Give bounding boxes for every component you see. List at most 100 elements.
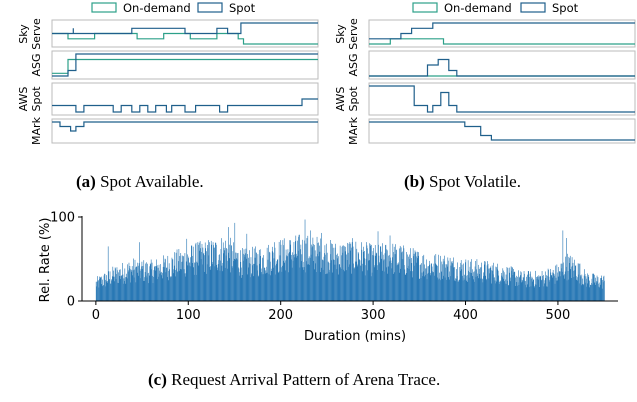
rate-bar	[360, 265, 361, 301]
rate-bar	[322, 269, 324, 301]
rate-bar	[434, 275, 436, 301]
rate-bar	[376, 252, 377, 301]
rate-bar	[188, 258, 189, 301]
rate-bar	[554, 283, 556, 301]
rate-bar	[223, 253, 224, 301]
rate-bar	[187, 254, 188, 301]
rate-bar	[451, 261, 452, 301]
rate-bar	[459, 279, 460, 301]
rate-bar	[241, 277, 243, 301]
rate-bar	[444, 255, 445, 301]
rate-bar	[96, 281, 98, 301]
rate-bar	[519, 277, 520, 301]
rate-bar	[410, 271, 412, 301]
rate-bar	[454, 278, 456, 301]
rate-bar	[409, 254, 410, 301]
rate-bar	[187, 256, 189, 301]
rate-bar	[399, 272, 401, 301]
rate-bar	[536, 278, 538, 301]
rate-bar	[281, 267, 282, 301]
rate-bar	[117, 270, 118, 301]
rate-bar	[331, 243, 332, 301]
rate-bar	[551, 277, 553, 301]
y-axis-label: Rel. Rate (%)	[38, 218, 53, 303]
rate-bar	[469, 272, 470, 301]
rate-bar	[533, 279, 535, 301]
rate-bar	[421, 263, 422, 301]
rate-bar	[232, 267, 233, 301]
rate-bar	[489, 268, 490, 301]
rate-bar	[194, 262, 196, 301]
rate-bar	[576, 279, 578, 301]
panel-b-legend: On-demand Spot	[412, 1, 579, 15]
rate-bar	[231, 266, 233, 301]
rate-bar	[362, 251, 364, 301]
rate-bar	[204, 242, 206, 301]
rate-bar	[228, 227, 229, 301]
rate-bar	[215, 242, 217, 301]
rate-bar	[173, 269, 174, 301]
rate-bar	[560, 263, 562, 301]
rate-bar	[232, 251, 234, 301]
rate-bar	[390, 257, 391, 301]
rate-bar	[373, 255, 375, 301]
rate-bar	[485, 275, 486, 301]
rate-bar	[371, 244, 372, 301]
rate-bar	[298, 236, 299, 301]
rate-bar	[319, 245, 320, 301]
rate-bar	[570, 269, 572, 301]
rate-bar	[190, 266, 192, 301]
panel-a-row-label-asg: ASG	[30, 53, 43, 76]
rate-bar	[494, 280, 496, 301]
rate-bar	[354, 267, 356, 301]
rate-bar	[392, 257, 393, 301]
rate-bar	[290, 259, 292, 301]
rate-bar	[161, 272, 163, 301]
rate-bar	[336, 254, 337, 301]
rate-bar	[110, 283, 111, 301]
rate-bar	[465, 259, 467, 301]
rate-bar	[119, 276, 121, 301]
rate-bar	[579, 283, 580, 301]
rate-bar	[470, 272, 472, 301]
rate-bar	[356, 248, 358, 301]
rate-bar	[348, 266, 349, 301]
rate-bar	[509, 277, 511, 301]
rate-bar	[368, 260, 370, 301]
rate-bar	[100, 284, 102, 301]
rate-bar	[335, 264, 337, 301]
rate-bar	[214, 266, 216, 301]
rate-bar	[193, 267, 194, 301]
rate-bar	[375, 255, 377, 301]
rate-bar	[325, 274, 327, 301]
panel-a-row-frame-asg	[51, 50, 319, 80]
panel-a-caption-letter: (a)	[76, 172, 96, 191]
rate-bar	[536, 276, 537, 301]
rate-bar	[460, 260, 462, 301]
rate-bar	[357, 252, 359, 301]
rate-bar	[292, 260, 294, 301]
rate-bar	[413, 253, 415, 301]
rate-bar	[439, 278, 441, 301]
rate-bar	[475, 276, 477, 301]
rate-bar	[604, 280, 605, 301]
rate-bar	[391, 263, 392, 301]
trace-mark-spot	[52, 121, 318, 132]
rate-bar	[313, 260, 315, 301]
rate-bar	[395, 244, 396, 301]
rate-bar	[137, 262, 139, 301]
rate-bar	[222, 262, 224, 301]
rate-bar	[530, 271, 531, 301]
y-tick-label: 100	[50, 211, 75, 226]
rate-bar	[523, 277, 524, 301]
rate-bar	[214, 247, 215, 301]
rate-bar	[276, 263, 277, 301]
rate-bar	[500, 282, 502, 301]
panel-c-bar-chart: 0 100 200 300 400 500 0 100 Rel. Rate (%) Durat…	[38, 211, 618, 344]
rate-bar	[580, 275, 581, 301]
legend-spot-swatch	[197, 2, 223, 13]
rate-bar	[144, 277, 145, 301]
rate-bar	[495, 266, 497, 301]
rate-bar	[500, 280, 501, 301]
rate-bar	[300, 249, 301, 301]
